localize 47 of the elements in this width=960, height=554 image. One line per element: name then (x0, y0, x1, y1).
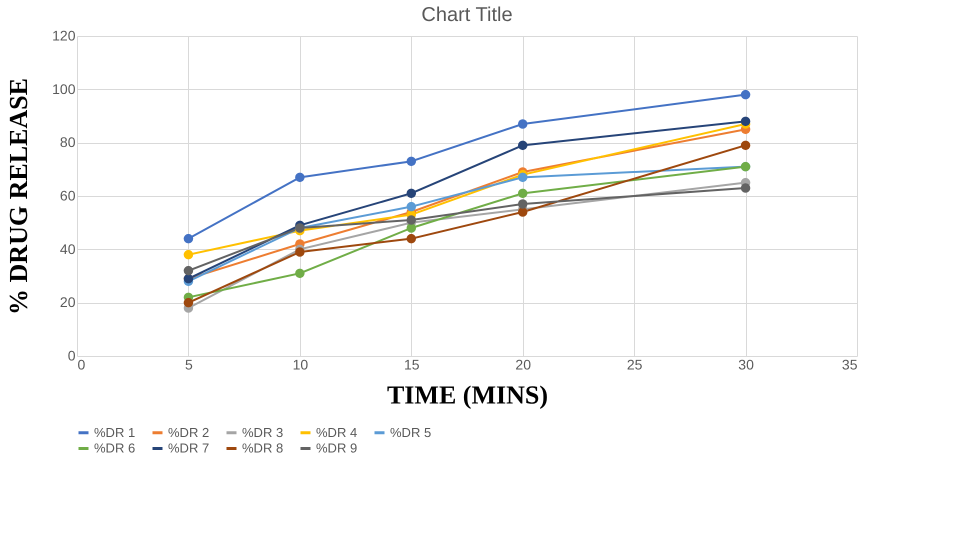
chart-title: Chart Title (421, 4, 513, 26)
y-tick-label: 40 (60, 240, 76, 257)
legend-label: %DR 8 (242, 440, 284, 456)
y-tick-label: 20 (60, 294, 76, 310)
point (740, 140, 750, 150)
point (295, 268, 305, 278)
x-tick-label: 30 (738, 356, 754, 372)
y-tick-label: 60 (60, 188, 76, 204)
legend-label: %DR 4 (316, 424, 358, 440)
point (295, 172, 305, 182)
point (518, 199, 528, 209)
x-tick-label: 5 (185, 356, 194, 372)
y-axis-title: % DRUG RELEASE (4, 78, 34, 315)
legend-label: %DR 2 (168, 424, 210, 440)
point (406, 215, 416, 225)
point (184, 234, 194, 244)
point (406, 234, 416, 244)
point (295, 247, 305, 257)
legend-label: %DR 6 (94, 440, 136, 456)
legend-label: %DR 1 (94, 424, 136, 440)
legend-label: %DR 3 (242, 424, 284, 440)
point (740, 90, 750, 100)
legend-label: %DR 5 (390, 424, 432, 440)
x-tick-label: 20 (515, 356, 532, 372)
point (740, 183, 750, 193)
point (518, 172, 528, 182)
point (406, 156, 416, 166)
x-tick-label: 15 (404, 356, 420, 372)
y-tick-label: 120 (52, 28, 76, 44)
point (184, 250, 194, 260)
point (518, 140, 528, 150)
point (184, 298, 194, 308)
point (518, 207, 528, 217)
point (740, 116, 750, 126)
point (406, 223, 416, 233)
y-tick-label: 80 (60, 134, 76, 150)
point (518, 188, 528, 198)
legend-label: %DR 7 (168, 440, 210, 456)
x-axis-title: TIME (MINS) (386, 380, 548, 410)
x-tick-label: 10 (292, 356, 308, 372)
x-tick-label: 35 (842, 356, 858, 372)
point (518, 119, 528, 129)
legend-label: %DR 9 (316, 440, 358, 456)
y-tick-label: 100 (52, 80, 76, 97)
x-tick-label: 25 (626, 356, 643, 372)
point (406, 188, 416, 198)
point (184, 266, 194, 276)
